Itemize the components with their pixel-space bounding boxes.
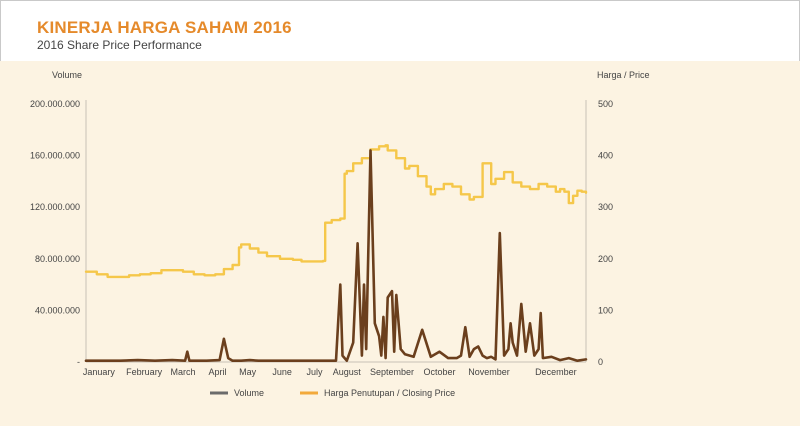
y-left-tick-label: - (77, 357, 80, 367)
x-tick-label: April (208, 367, 226, 377)
y-right-tick-label: 300 (598, 202, 613, 212)
axes-layer: Volume Harga / Price - 40.000.000 80.000.000… (30, 70, 650, 377)
y-right-tick-label: 200 (598, 254, 613, 264)
y-right-axis-title: Harga / Price (597, 70, 650, 80)
y-right-tick-label: 0 (598, 357, 603, 367)
y-right-tick-label: 400 (598, 151, 613, 161)
chart-title: KINERJA HARGA SAHAM 2016 (37, 18, 292, 37)
legend-label-closing-price: Harga Penutupan / Closing Price (324, 388, 455, 398)
x-tick-label: February (126, 367, 163, 377)
x-tick-label: May (239, 367, 257, 377)
y-right-tick-label: 100 (598, 305, 613, 315)
y-left-tick-label: 200.000.000 (30, 99, 80, 109)
x-tick-label: December (535, 367, 577, 377)
y-left-tick-label: 160.000.000 (30, 151, 80, 161)
x-tick-label: October (423, 367, 455, 377)
x-tick-label: November (468, 367, 510, 377)
closing-price-series-line (84, 144, 588, 279)
x-tick-label: September (370, 367, 414, 377)
x-tick-label: June (272, 367, 292, 377)
chart-subtitle: 2016 Share Price Performance (37, 38, 202, 52)
chart-panel (0, 61, 800, 426)
y-left-axis-title: Volume (52, 70, 82, 80)
legend-label-volume: Volume (234, 388, 264, 398)
y-left-tick-label: 120.000.000 (30, 202, 80, 212)
volume-series-line (84, 149, 588, 362)
x-tick-label: July (306, 367, 323, 377)
x-tick-label: August (333, 367, 362, 377)
legend-layer: Volume Harga Penutupan / Closing Price (210, 388, 455, 398)
series-layer (84, 144, 588, 362)
y-left-tick-label: 40.000.000 (35, 305, 80, 315)
x-tick-label: March (170, 367, 195, 377)
x-tick-label: January (83, 367, 116, 377)
y-right-tick-label: 500 (598, 99, 613, 109)
y-left-tick-label: 80.000.000 (35, 254, 80, 264)
